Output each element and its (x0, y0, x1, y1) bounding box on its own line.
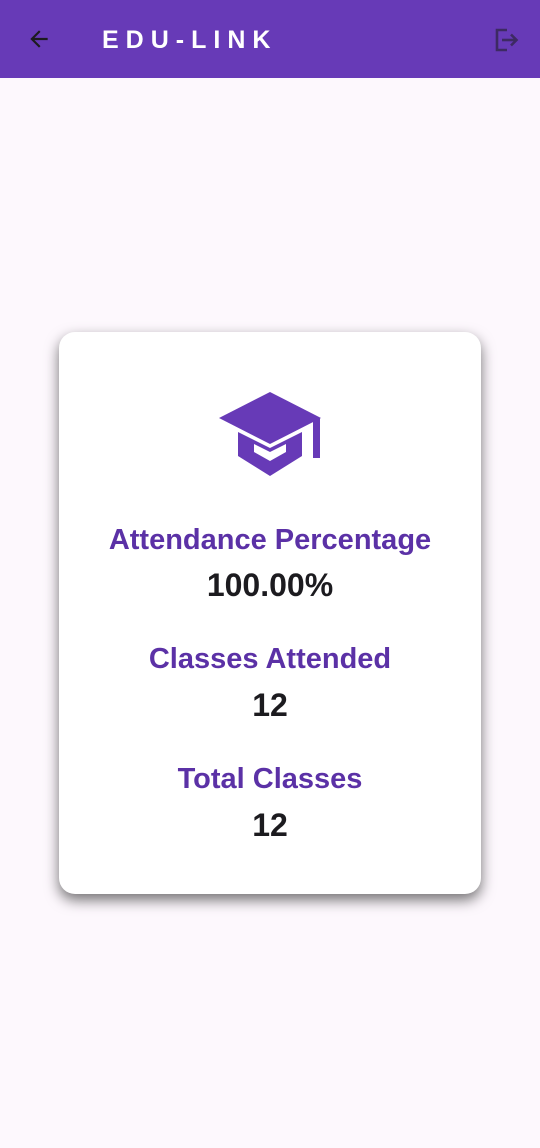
logout-icon (495, 28, 519, 52)
app-bar: EDU-LINK (0, 0, 540, 78)
total-classes-label: Total Classes (177, 763, 363, 795)
attendance-percentage-value: 100.00% (206, 567, 334, 603)
classes-attended-label: Classes Attended (148, 643, 392, 675)
logout-button[interactable] (486, 20, 526, 60)
graduation-cap-icon (219, 392, 321, 476)
app-title: EDU-LINK (102, 26, 278, 54)
arrow-back-icon (30, 30, 48, 48)
total-classes-value: 12 (252, 807, 288, 843)
classes-attended-value: 12 (252, 687, 288, 723)
attendance-percentage-label: Attendance Percentage (108, 524, 432, 556)
back-button[interactable] (20, 20, 58, 58)
